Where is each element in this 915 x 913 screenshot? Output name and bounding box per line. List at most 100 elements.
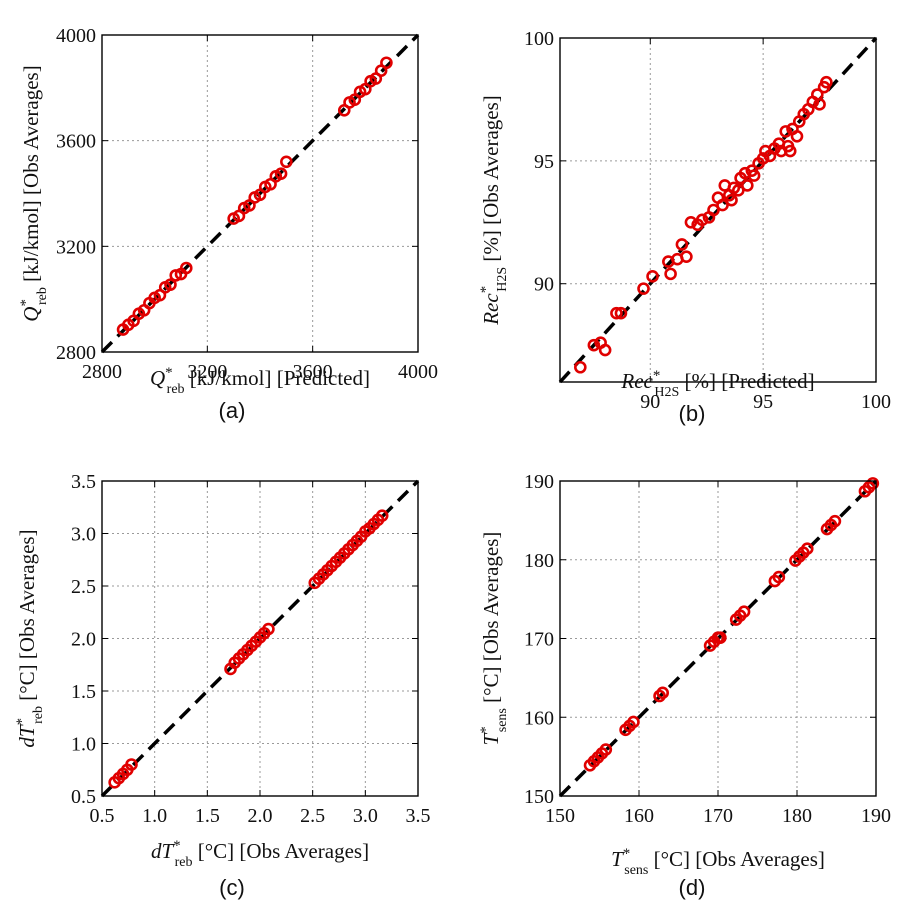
y-tick-label: 170: [524, 629, 554, 651]
panel-a: 2800 3200 3600 4000 2800 3200 3600 4000 Q* reb [k…: [18, 25, 438, 397]
data-point: [262, 622, 275, 636]
y-tick-label: 160: [524, 707, 554, 729]
data-point: [737, 605, 751, 619]
y-tick-label: 0.5: [71, 786, 96, 808]
data-point: [627, 715, 640, 729]
y-axis-label: Q*reb [kJ/kmol] [Obs Averages]: [18, 65, 50, 321]
y-tick-label: 2800: [56, 342, 96, 364]
x-tick-label: 3.0: [353, 805, 378, 827]
data-point: [610, 306, 623, 320]
x-tick-label: 90: [640, 391, 660, 413]
x-tick-label: 1.5: [195, 805, 220, 827]
data-point: [125, 758, 138, 771]
data-point: [574, 360, 587, 374]
data-point: [675, 238, 689, 251]
plot-frame: [559, 37, 877, 383]
data-point: [646, 270, 659, 283]
caption-b: (b): [679, 401, 706, 426]
x-axis-label: dT* reb [°C] [Obs Averages]: [151, 838, 369, 870]
x-tick-label: 2.5: [300, 805, 325, 827]
y-tick-label: 1.5: [71, 681, 96, 703]
data-point: [732, 184, 745, 197]
y-tick-label: 4000: [56, 25, 96, 47]
data-point: [375, 509, 389, 522]
x-axis-label: Rec* H2S [%] [Predicted]: [620, 368, 814, 400]
y-tick-label: 180: [524, 550, 554, 572]
x-tick-label: 3600: [293, 361, 333, 383]
data-point: [741, 179, 754, 192]
plot-frame: [101, 480, 419, 797]
x-tick-label: 0.5: [90, 805, 115, 827]
y-axis-label: T*sens [°C] [Obs Averages]: [478, 532, 510, 746]
data-point: [280, 155, 293, 169]
data-point: [587, 338, 601, 352]
x-tick-label: 190: [861, 805, 891, 827]
data-point: [714, 631, 727, 645]
caption-d: (d): [679, 875, 706, 900]
data-point: [747, 169, 761, 182]
data-point: [680, 250, 693, 263]
y-tick-label: 90: [534, 274, 554, 296]
data-point: [179, 261, 193, 275]
data-point: [707, 203, 720, 217]
data-point: [653, 689, 666, 703]
x-tick-label: 100: [861, 391, 891, 413]
plot-frame: [101, 34, 419, 353]
data-point: [637, 282, 650, 295]
data-point: [725, 193, 738, 207]
panel-d: 150 160 170 180 190 150 160 170 180 190 T* sens [°C…: [478, 471, 891, 878]
caption-a: (a): [219, 398, 246, 423]
panel-b: 90 95 100 90 95 100 Rec* H2S [%] [Predicted] Rec…: [478, 28, 891, 413]
x-tick-label: 2.0: [248, 805, 273, 827]
data-point: [790, 129, 804, 143]
data-point: [164, 278, 177, 291]
plot-frame: [559, 480, 877, 797]
y-tick-label: 190: [524, 471, 554, 493]
data-point: [664, 267, 677, 281]
data-point: [800, 542, 814, 556]
data-point: [772, 570, 786, 584]
data-point: [756, 152, 770, 165]
data-point: [820, 75, 833, 89]
y-tick-label: 3600: [56, 131, 96, 153]
data-point: [866, 477, 880, 490]
data-point: [598, 343, 612, 357]
y-tick-label: 3.0: [71, 524, 96, 546]
data-point: [828, 514, 842, 528]
reference-line: [100, 33, 420, 354]
data-point: [380, 56, 393, 70]
y-tick-label: 2.5: [71, 576, 96, 598]
y-tick-label: 100: [524, 28, 554, 50]
y-tick-label: 2.0: [71, 629, 96, 651]
data-point: [695, 213, 709, 227]
panel-c: 0.5 1.0 1.5 2.0 2.5 3.0 3.5 0.5 1.0 1.5 2.0 2.5 3.0 3…: [14, 471, 431, 870]
x-tick-label: 170: [703, 805, 733, 827]
x-tick-label: 160: [624, 805, 654, 827]
x-tick-label: 1.0: [142, 805, 167, 827]
data-point: [169, 269, 183, 282]
x-tick-label: 95: [753, 391, 773, 413]
data-point: [716, 198, 729, 212]
x-tick-label: 3.5: [406, 805, 431, 827]
data-point: [274, 167, 288, 180]
y-tick-label: 3.5: [71, 471, 96, 493]
y-tick-label: 3200: [56, 236, 96, 258]
y-axis-label: dT*reb [°C] [Obs Averages]: [14, 529, 46, 747]
data-point: [599, 743, 613, 756]
y-tick-label: 150: [524, 786, 554, 808]
data-point: [779, 125, 793, 138]
x-axis-label: Q* reb [kJ/kmol] [Predicted]: [150, 365, 370, 397]
caption-c: (c): [219, 875, 245, 900]
y-tick-label: 1.0: [71, 734, 96, 756]
x-tick-label: 180: [782, 805, 812, 827]
x-axis-label: T* sens [°C] [Obs Averages]: [611, 846, 825, 878]
data-point: [684, 215, 698, 229]
x-tick-label: 4000: [398, 361, 438, 383]
x-tick-label: 150: [545, 805, 575, 827]
x-tick-label: 2800: [82, 361, 122, 383]
data-point: [614, 306, 628, 320]
y-tick-label: 95: [534, 151, 554, 173]
data-point: [813, 98, 826, 111]
x-tick-label: 3200: [187, 361, 227, 383]
